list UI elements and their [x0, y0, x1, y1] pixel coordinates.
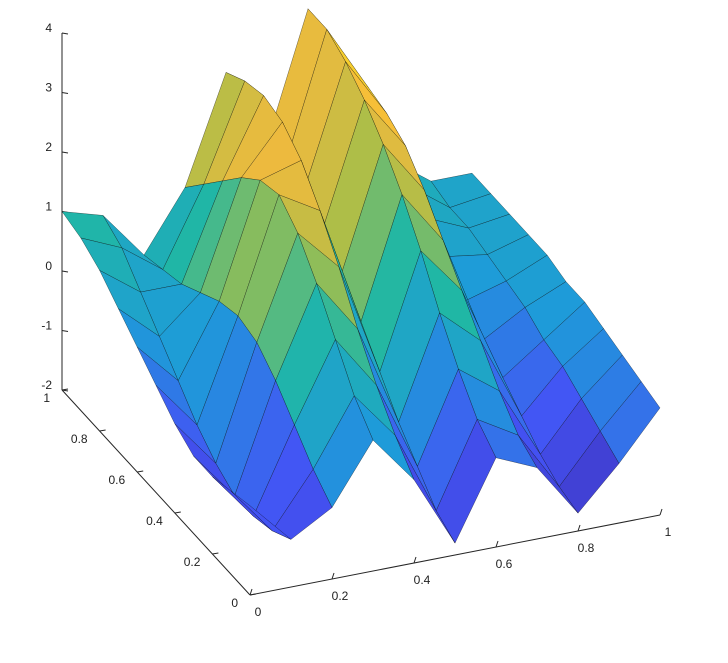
z-tick-label: 0 — [45, 259, 52, 273]
x-tick — [249, 588, 253, 596]
y-tick-label: 0.2 — [184, 555, 201, 569]
x-tick-label: 0.2 — [332, 589, 349, 603]
x-tick — [331, 572, 335, 580]
z-tick — [61, 92, 69, 94]
y-tick-label: 0.4 — [146, 514, 163, 528]
z-tick-label: -1 — [41, 319, 52, 333]
z-tick-label: 2 — [45, 140, 52, 154]
y-tick-label: 0.8 — [71, 432, 88, 446]
y-tick-label: 1 — [43, 391, 50, 405]
z-tick-label: 4 — [45, 21, 52, 35]
z-tick-label: 3 — [45, 81, 52, 95]
y-tick — [99, 429, 106, 432]
z-tick — [61, 270, 69, 273]
x-tick-label: 0.8 — [578, 541, 595, 555]
y-tick — [174, 511, 181, 514]
z-tick — [61, 330, 69, 332]
x-tick-label: 1 — [665, 525, 672, 539]
y-tick-label: 0 — [231, 596, 238, 610]
x-tick-label: 0.4 — [414, 573, 431, 587]
x-tick — [413, 556, 417, 564]
z-tick — [61, 151, 69, 154]
z-tick-label: -2 — [41, 378, 52, 392]
x-axis — [249, 514, 661, 596]
x-tick — [577, 524, 581, 532]
y-tick — [249, 593, 257, 596]
z-tick-label: 1 — [45, 200, 52, 214]
surface-cell — [231, 491, 292, 540]
x-tick-label: 0.6 — [496, 557, 513, 571]
y-tick — [212, 552, 219, 555]
x-tick-label: 0 — [255, 605, 262, 619]
x-tick — [659, 508, 663, 516]
z-tick — [61, 32, 69, 35]
z-tick — [61, 389, 69, 392]
y-tick-label: 0.6 — [109, 473, 126, 487]
y-axis — [61, 389, 251, 596]
y-tick — [137, 470, 144, 473]
x-tick — [495, 540, 499, 548]
